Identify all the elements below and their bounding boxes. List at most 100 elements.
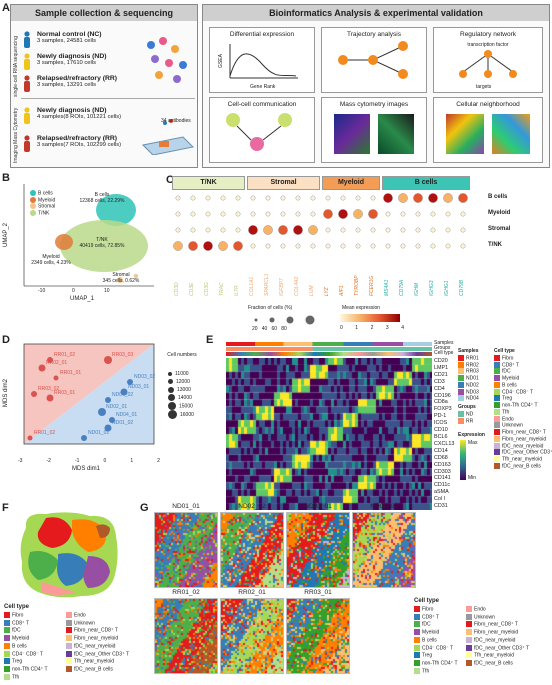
legend-label: B cells [12, 643, 27, 650]
heatmap-marker-label: PD-1 [434, 413, 447, 420]
legend-swatch [414, 606, 420, 612]
dotplot-gene-label: LYZ [324, 287, 330, 296]
legend-label: Tfh_near_myeloid [502, 456, 543, 463]
legend-item: CD4⁻ CD8⁻ T [414, 644, 458, 653]
mds-point-label: RR03_01 [54, 390, 76, 396]
mds-point [47, 357, 53, 363]
legend-label: Fibro [502, 355, 514, 362]
expression-heatmap [226, 358, 432, 510]
legend-item: ND01 [458, 375, 479, 382]
imc-image-2 [378, 114, 414, 154]
expr-legend-title: Expression [458, 432, 485, 438]
legend-swatch [30, 210, 36, 217]
umap-anno-t: T/NK 40419 cells, 72.85% [79, 237, 125, 249]
groups-bar [226, 347, 432, 351]
legend-label: CD8⁺ T [422, 614, 439, 621]
person-icon [23, 31, 31, 49]
legend-item: Tfh [414, 667, 458, 676]
dot-mark [400, 211, 406, 217]
mds-point-label: RR01_01 [60, 370, 82, 376]
group-detail: 3 samples, 13291 cells [37, 82, 96, 88]
umap-xtick: 10 [104, 288, 110, 294]
group-detail: 4 samples(8 ROIs, 101221 cells) [37, 114, 122, 120]
legend-swatch [466, 621, 472, 628]
dot-mark [338, 209, 348, 219]
umap-legend-item: B cells [30, 190, 55, 197]
legend-label: B cells [422, 637, 437, 644]
dot-mark [430, 211, 436, 217]
analysis-mass-cytometry-images: Mass cytometry images [321, 97, 427, 163]
imc-image-1 [334, 114, 370, 154]
dot-mark [385, 211, 391, 217]
dot-mark [325, 243, 331, 249]
legend-label: B cells [502, 382, 517, 389]
person-icon [23, 75, 31, 93]
dot-mark [295, 195, 301, 201]
legend-swatch [30, 196, 36, 203]
legend-item: Tfh_near_myeloid [494, 456, 552, 463]
umap-anno-myeloid: Myeloid 2349 cells, 4.23% [31, 254, 71, 266]
dotplot-gene-label: IGHG3 [429, 280, 435, 296]
legend-item: RR01 [458, 355, 479, 362]
group-entry: Relapsed/refractory (RR) 3 samples(7 ROIs… [24, 135, 147, 152]
umap-legend-item: Myeloid [30, 196, 56, 204]
dot-mark [400, 227, 406, 233]
legend-item: non-Tfh CD4⁺ T [494, 402, 552, 409]
legend-swatch [414, 652, 420, 659]
sample-collection-box: Sample collection & sequencing single-ce… [10, 4, 198, 168]
tile-title: ND03_01 [304, 503, 332, 510]
mds-plot [23, 343, 155, 445]
heatmap-marker-label: CD163 [434, 461, 451, 468]
mds-point [104, 356, 112, 364]
dotplot-row-label: T/NK [488, 242, 502, 248]
mds-point [38, 364, 46, 372]
dot-mark [203, 241, 213, 251]
dot-mark [280, 195, 286, 201]
umap-xtick: -10 [38, 288, 46, 294]
heatmap-marker-label: CD10 [434, 427, 448, 434]
dotplot-group-header: Myeloid [322, 176, 380, 190]
legend-label: Fibro [422, 606, 434, 613]
mds-point [104, 424, 112, 432]
legend-swatch [4, 673, 10, 680]
legend-swatch [458, 361, 464, 368]
legend-label: Fibro_near_CD8⁺ T [502, 429, 546, 436]
legend-swatch [414, 613, 420, 620]
heatmap-marker-label: CD8a [434, 399, 448, 406]
expr-min: Min [468, 475, 477, 481]
dotplot-gene-label: IGHG1 [444, 280, 450, 296]
dot-mark [280, 211, 286, 217]
dot-mark [413, 193, 423, 203]
bioinformatics-box: Bioinformatics Analysis & experimental v… [202, 4, 550, 168]
legend-swatch [4, 619, 10, 626]
celltype-bar [226, 352, 432, 356]
legend-swatch [66, 627, 72, 634]
legend-item: Endo [494, 415, 552, 423]
legend-swatch [4, 642, 10, 649]
heatmap-marker-label: CD141 [434, 475, 451, 482]
legend-label: Myeloid [38, 197, 56, 204]
mds-point-label: ND04_02 [112, 392, 134, 398]
legend-item: ND [458, 411, 473, 418]
legend-item: fDC_near_Other CD3⁺ T [66, 650, 129, 659]
legend-label: RR02 [466, 362, 479, 369]
dot-mark [278, 225, 288, 235]
legend-item: B cells [414, 636, 458, 645]
legend-item: Unknown [466, 613, 529, 622]
dot-mark [190, 195, 196, 201]
mds-point [81, 435, 87, 441]
panel-b-label: B [2, 172, 10, 184]
dotplot-gene-label: CD79A [399, 279, 405, 296]
dot-mark [370, 243, 376, 249]
legend-swatch [458, 417, 464, 424]
samples-bar [226, 342, 432, 346]
legend-item: Fibro_near_CD8⁺ T [494, 429, 552, 436]
legend-label: Unknown [474, 614, 495, 621]
dotplot-gene-label: COL1A1 [249, 276, 255, 296]
mds-point [31, 391, 37, 397]
legend-label: Fibro_near_CD8⁺ T [474, 621, 518, 628]
dot-mark [355, 227, 361, 233]
dot-mark [353, 209, 363, 219]
tile-title: RR01_02 [172, 589, 200, 596]
legend-item: RR [458, 417, 473, 425]
